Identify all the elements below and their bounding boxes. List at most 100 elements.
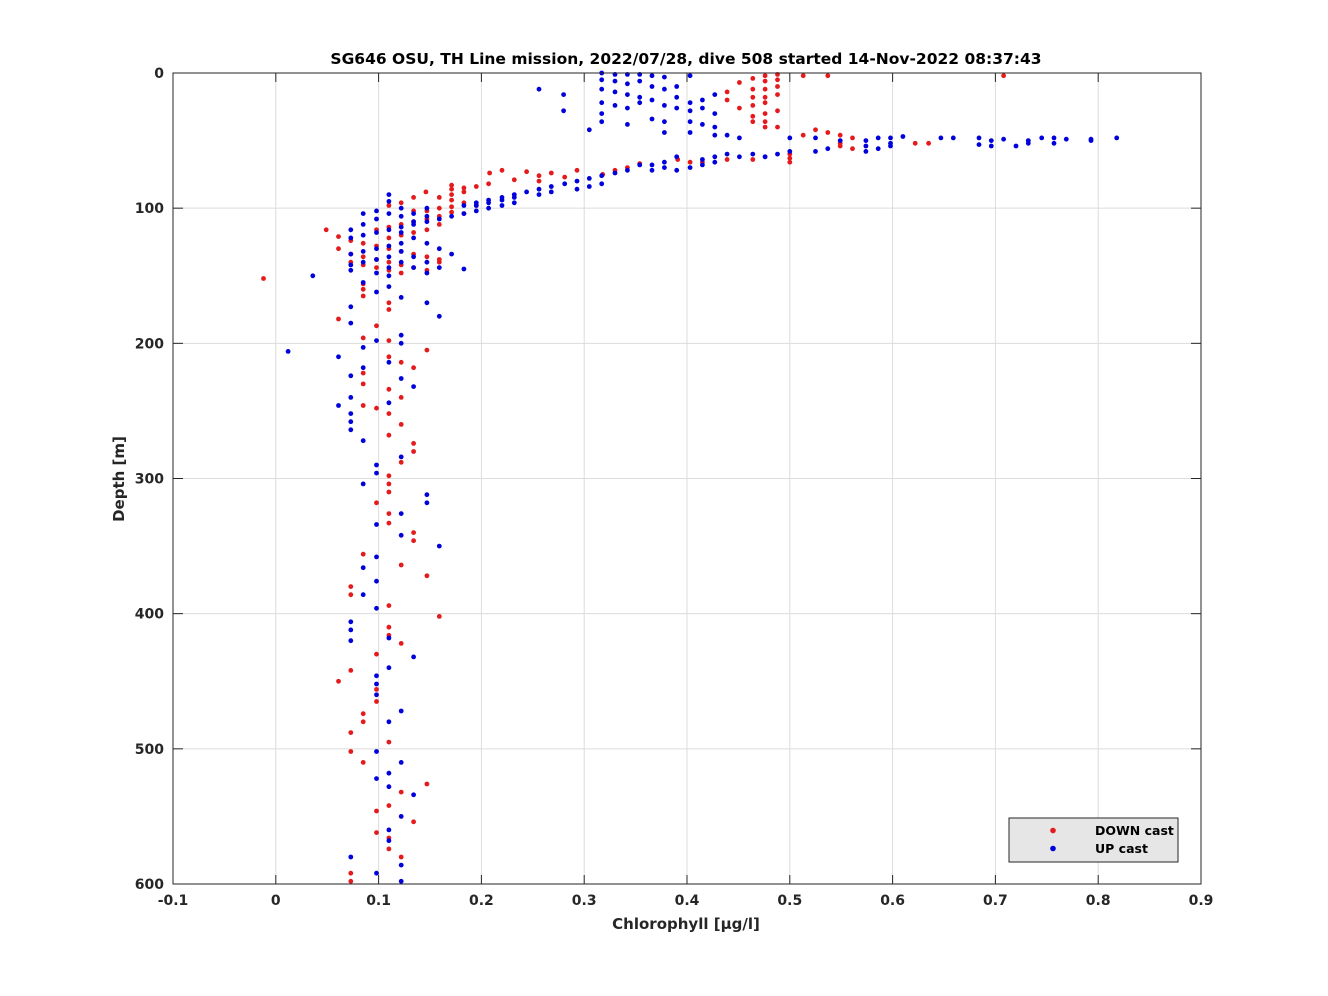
up-cast-point (662, 74, 667, 80)
up-cast-point (336, 354, 341, 360)
down-cast-point (524, 169, 529, 175)
grid-lines (173, 73, 1201, 884)
down-cast-point (360, 335, 366, 341)
up-cast-point (424, 240, 430, 246)
down-cast-point (336, 234, 341, 240)
up-cast-point (360, 481, 366, 487)
up-cast-point (1114, 135, 1120, 141)
down-cast-point (398, 395, 404, 400)
up-cast-point (411, 235, 416, 241)
chart-title: SG646 OSU, TH Line mission, 2022/07/28, … (330, 50, 1041, 68)
down-cast-point (424, 347, 430, 353)
down-cast-point (750, 103, 756, 108)
up-cast-point (348, 638, 354, 644)
up-cast-point (888, 143, 893, 149)
up-cast-point (360, 438, 366, 444)
up-cast-point (348, 320, 354, 326)
down-cast-point (787, 155, 793, 161)
down-cast-point (411, 819, 416, 825)
up-cast-point (536, 86, 542, 92)
down-cast-point (411, 441, 416, 446)
down-cast-point (800, 132, 806, 138)
up-cast-point (612, 103, 618, 108)
up-cast-point (398, 376, 404, 381)
up-cast-point (398, 249, 404, 254)
up-cast-point (411, 384, 416, 389)
up-cast-point (398, 224, 404, 230)
up-cast-point (398, 814, 404, 819)
x-tick-label: 0.2 (469, 893, 494, 909)
up-cast-point (411, 654, 416, 660)
y-tick-label: 600 (135, 877, 164, 893)
up-cast-point (649, 162, 655, 168)
y-tick-label: 0 (154, 66, 164, 82)
up-cast-point (662, 130, 667, 135)
down-cast-point (348, 668, 354, 673)
up-cast-point (374, 462, 379, 468)
up-cast-point (473, 208, 479, 214)
down-cast-point (762, 119, 768, 125)
down-cast-point (386, 307, 392, 312)
legend: DOWN cast UP cast (1008, 817, 1179, 863)
up-cast-point (637, 94, 643, 100)
down-cast-point (374, 405, 379, 411)
up-cast-point (374, 230, 379, 235)
down-cast-point (548, 170, 554, 176)
down-cast-point (436, 614, 442, 619)
up-cast-point (386, 273, 392, 279)
up-cast-point (625, 105, 630, 111)
up-cast-point (548, 189, 554, 195)
up-cast-point (536, 192, 542, 198)
down-cast-point (850, 146, 855, 152)
up-cast-point (348, 267, 354, 273)
up-cast-point (900, 134, 906, 139)
up-cast-point (524, 189, 529, 195)
up-cast-point (411, 265, 416, 270)
down-cast-point (386, 354, 392, 360)
down-cast-point (424, 227, 430, 233)
down-cast-point (360, 381, 366, 387)
down-cast-point (750, 113, 756, 119)
down-cast-point (261, 276, 266, 281)
up-cast-point (674, 94, 680, 100)
down-cast-point (398, 789, 404, 795)
up-cast-point (398, 532, 404, 538)
up-cast-point (674, 167, 680, 173)
down-cast-point (775, 77, 780, 83)
up-cast-point (411, 792, 416, 798)
down-cast-point (336, 246, 341, 252)
down-cast-point (386, 624, 392, 630)
up-cast-point (712, 111, 718, 116)
down-cast-point (348, 870, 354, 876)
down-cast-point (398, 200, 404, 206)
down-cast-point (348, 878, 354, 884)
up-cast-point (360, 259, 366, 265)
up-cast-point (700, 162, 705, 168)
up-cast-point (386, 400, 392, 406)
up-cast-point (511, 195, 517, 200)
up-cast-point (762, 154, 768, 160)
up-cast-point (398, 878, 404, 884)
up-cast-point (700, 97, 705, 103)
y-tick-label: 100 (135, 201, 164, 217)
up-cast-point (649, 73, 655, 79)
down-cast-point (374, 830, 379, 835)
up-cast-point (813, 149, 818, 154)
up-cast-point (625, 81, 630, 87)
down-cast-point (926, 140, 931, 146)
legend-label-down-cast: DOWN cast (1095, 823, 1174, 838)
up-cast-point (599, 100, 605, 106)
up-cast-point (348, 373, 354, 379)
x-tick-label: -0.1 (158, 893, 189, 909)
up-cast-point (536, 186, 542, 192)
up-cast-point (374, 216, 379, 222)
up-cast-point (787, 149, 793, 154)
up-cast-point (461, 266, 467, 272)
down-cast-point (336, 678, 341, 684)
down-cast-point (360, 240, 366, 246)
up-cast-point (586, 127, 592, 133)
down-cast-point (837, 143, 843, 149)
down-cast-point (737, 105, 742, 111)
up-cast-point (687, 108, 693, 114)
down-cast-point (411, 530, 416, 535)
